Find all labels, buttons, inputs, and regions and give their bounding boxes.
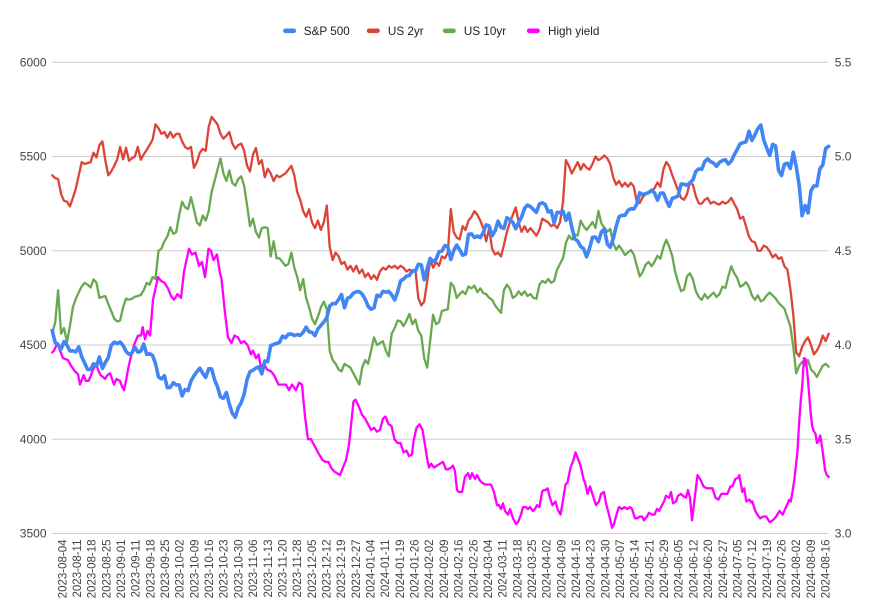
svg-text:2023-11-06: 2023-11-06 (248, 540, 260, 598)
svg-text:2024-05-14: 2024-05-14 (630, 539, 642, 598)
svg-text:2023-12-12: 2023-12-12 (322, 540, 334, 599)
svg-text:2024-06-27: 2024-06-27 (718, 540, 730, 599)
svg-text:2024-02-26: 2024-02-26 (468, 540, 480, 599)
svg-text:4.5: 4.5 (835, 244, 852, 258)
svg-text:2024-04-02: 2024-04-02 (542, 540, 554, 599)
svg-text:S&P 500: S&P 500 (304, 25, 350, 38)
svg-text:2023-12-05: 2023-12-05 (307, 540, 319, 599)
svg-text:2024-08-02: 2024-08-02 (791, 540, 803, 599)
svg-text:4500: 4500 (20, 338, 47, 352)
svg-text:2023-09-01: 2023-09-01 (116, 540, 128, 599)
svg-text:2023-08-18: 2023-08-18 (87, 540, 99, 599)
svg-text:3.0: 3.0 (835, 527, 852, 541)
svg-text:2024-07-05: 2024-07-05 (732, 540, 744, 599)
svg-text:High yield: High yield (548, 25, 599, 38)
svg-text:2024-07-26: 2024-07-26 (777, 540, 789, 599)
svg-text:2023-10-23: 2023-10-23 (219, 540, 231, 599)
svg-text:2023-11-28: 2023-11-28 (292, 540, 304, 598)
svg-text:2024-01-11: 2024-01-11 (380, 540, 392, 598)
svg-text:2023-10-02: 2023-10-02 (175, 540, 187, 599)
svg-text:US 2yr: US 2yr (388, 25, 424, 38)
svg-text:6000: 6000 (20, 55, 47, 69)
svg-text:5.5: 5.5 (835, 55, 852, 69)
svg-text:4.0: 4.0 (835, 338, 852, 352)
svg-text:2024-01-26: 2024-01-26 (410, 540, 422, 599)
svg-text:2024-06-12: 2024-06-12 (688, 540, 700, 599)
svg-text:2023-12-27: 2023-12-27 (351, 540, 363, 599)
svg-text:2024-02-16: 2024-02-16 (454, 540, 466, 599)
svg-text:2023-08-25: 2023-08-25 (101, 540, 113, 599)
svg-text:2023-12-19: 2023-12-19 (336, 540, 348, 599)
svg-text:2024-05-21: 2024-05-21 (644, 540, 656, 599)
svg-text:2024-08-16: 2024-08-16 (821, 540, 833, 599)
svg-text:US 10yr: US 10yr (464, 25, 506, 38)
svg-text:2024-01-19: 2024-01-19 (395, 540, 407, 599)
svg-text:2023-08-04: 2023-08-04 (57, 539, 69, 598)
svg-text:2024-04-23: 2024-04-23 (586, 540, 598, 599)
svg-text:2024-07-12: 2024-07-12 (747, 540, 759, 599)
svg-text:5000: 5000 (20, 244, 47, 258)
svg-text:2024-03-04: 2024-03-04 (483, 539, 495, 598)
svg-text:2024-07-19: 2024-07-19 (762, 540, 774, 599)
svg-text:3.5: 3.5 (835, 432, 852, 446)
svg-text:2024-04-09: 2024-04-09 (556, 540, 568, 599)
svg-text:2024-06-05: 2024-06-05 (674, 540, 686, 599)
svg-text:2024-01-04: 2024-01-04 (366, 539, 378, 598)
svg-text:2024-04-16: 2024-04-16 (571, 540, 583, 599)
svg-text:2024-03-11: 2024-03-11 (498, 540, 510, 598)
svg-text:2023-10-30: 2023-10-30 (233, 540, 245, 599)
svg-text:2023-10-09: 2023-10-09 (189, 540, 201, 599)
svg-text:2023-08-11: 2023-08-11 (72, 540, 84, 598)
svg-text:2024-02-02: 2024-02-02 (424, 540, 436, 599)
svg-text:2023-11-13: 2023-11-13 (263, 540, 275, 598)
svg-text:4000: 4000 (20, 432, 47, 446)
svg-text:2023-09-25: 2023-09-25 (160, 540, 172, 599)
svg-text:2023-11-20: 2023-11-20 (278, 540, 290, 598)
svg-text:5500: 5500 (20, 150, 47, 164)
svg-text:3500: 3500 (20, 527, 47, 541)
svg-text:2023-10-16: 2023-10-16 (204, 540, 216, 599)
svg-text:2023-09-18: 2023-09-18 (145, 540, 157, 599)
svg-text:2024-06-20: 2024-06-20 (703, 540, 715, 599)
svg-text:2024-05-07: 2024-05-07 (615, 540, 627, 599)
svg-text:2024-04-30: 2024-04-30 (600, 540, 612, 599)
svg-text:5.0: 5.0 (835, 150, 852, 164)
svg-text:2024-03-25: 2024-03-25 (527, 540, 539, 599)
svg-text:2024-08-09: 2024-08-09 (806, 540, 818, 599)
svg-text:2024-05-29: 2024-05-29 (659, 540, 671, 599)
svg-text:2023-09-11: 2023-09-11 (131, 540, 143, 598)
svg-text:2024-02-09: 2024-02-09 (439, 540, 451, 599)
svg-text:2024-03-18: 2024-03-18 (512, 540, 524, 599)
